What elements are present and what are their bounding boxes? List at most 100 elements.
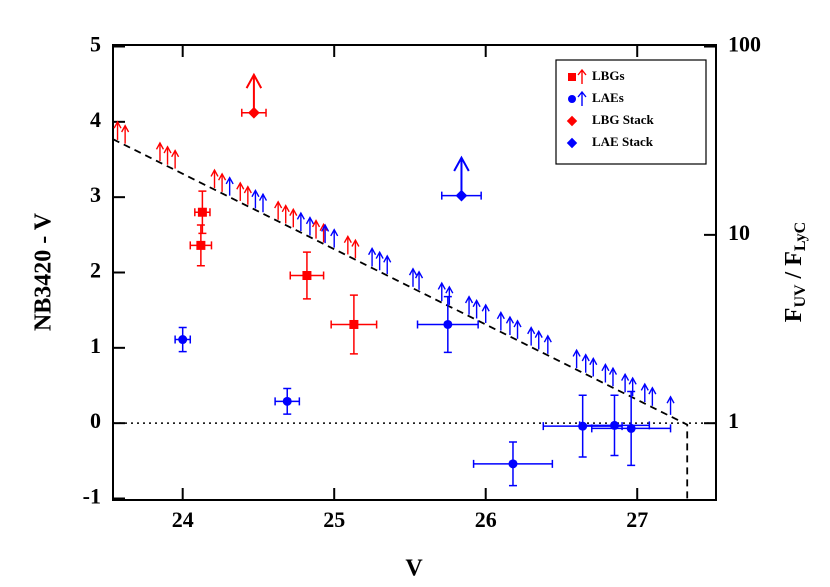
upper-limit-arrow-head (601, 363, 610, 372)
upper-limit-arrow-head (472, 298, 481, 308)
legend-label: LAEs (592, 90, 624, 105)
x-tick-label: 25 (323, 507, 345, 532)
upper-limit-arrow (601, 363, 610, 383)
marker (568, 95, 576, 103)
upper-limit-arrow-head (274, 200, 283, 209)
upper-limit-arrow (251, 189, 260, 209)
upper-limit-arrow-head (121, 124, 130, 133)
upper-limit-arrow (218, 172, 227, 192)
upper-limit-arrow-head (437, 281, 446, 290)
y2-label-part: F (781, 308, 807, 323)
upper-limit-arrow-head (171, 149, 180, 158)
upper-limit-arrow (437, 281, 446, 302)
upper-limit-arrow (628, 376, 637, 397)
upper-limit-arrow-head (319, 222, 328, 232)
legend-entry: LAE Stack (566, 134, 654, 149)
upper-limit-arrow (581, 353, 590, 373)
upper-limit-arrow-head (330, 228, 339, 237)
upper-limit-arrow (666, 395, 675, 415)
upper-limit-arrow (589, 357, 598, 377)
upper-limit-arrow-head (383, 254, 392, 263)
upper-limit-arrow-head (496, 311, 505, 320)
legend-arrow (577, 90, 587, 106)
y-tick-label: 0 (90, 408, 101, 433)
stack-limit-arrow-head (453, 155, 470, 172)
stack-limit-arrow (453, 155, 470, 196)
upper-limit-arrow-head (155, 141, 165, 150)
x-tick-label: 26 (475, 507, 497, 532)
upper-limit-arrow (464, 295, 474, 315)
marker (349, 319, 359, 329)
upper-limit-arrow (274, 200, 283, 220)
y2-tick-label: 10 (728, 220, 750, 245)
upper-limit-arrow-head (464, 295, 474, 304)
upper-limit-arrow-head (648, 386, 657, 395)
y-tick-label: 4 (90, 107, 101, 132)
stack-limit-arrow-head (245, 72, 263, 89)
upper-limit-arrow-head (408, 267, 418, 276)
upper-limit-arrow-head (621, 372, 630, 381)
upper-limit-arrow-head (281, 204, 290, 213)
marker (455, 189, 468, 202)
y2-label-part: / F (781, 251, 807, 284)
upper-limit-arrow (505, 315, 515, 336)
upper-limit-arrow-head (210, 168, 219, 177)
upper-limit-arrow-head (289, 207, 298, 216)
upper-limit-arrow-head (527, 326, 536, 335)
legend-arrow (577, 68, 587, 84)
upper-limit-arrow (305, 216, 315, 236)
y-tick-label: 5 (90, 32, 101, 57)
upper-limit-arrow-head (163, 145, 172, 154)
upper-limit-arrow (296, 211, 305, 232)
upper-limit-arrow (472, 298, 481, 319)
upper-limit-arrow-head (311, 219, 321, 228)
upper-limit-arrow-head (608, 366, 618, 375)
y-axis-label: NB3420 - V (31, 212, 57, 331)
y-tick-label: 1 (90, 333, 101, 358)
upper-limit-arrow (513, 319, 522, 339)
upper-limit-arrow-head (321, 223, 330, 232)
upper-limit-arrow (383, 254, 392, 275)
stack-limit-arrow (245, 72, 263, 113)
upper-limit-arrow-head (258, 192, 268, 201)
x-tick-label: 27 (626, 507, 648, 532)
marker (248, 106, 260, 119)
upper-limit-arrow (321, 223, 330, 244)
upper-limit-arrow-head (581, 353, 590, 362)
legend-label: LAE Stack (592, 134, 654, 149)
upper-limit-arrow (608, 366, 618, 387)
marker (508, 459, 518, 469)
upper-limit-arrow-head (113, 120, 122, 129)
upper-limit-arrow (289, 207, 298, 228)
upper-limit-arrow (367, 247, 377, 267)
marker (178, 335, 188, 345)
upper-limit-arrow (351, 238, 360, 259)
upper-limit-arrow (113, 120, 122, 140)
limit-line (112, 138, 689, 500)
upper-limit-arrow-head (296, 211, 305, 220)
upper-limit-arrow-head (305, 216, 315, 225)
upper-limit-arrow-head (513, 319, 522, 328)
upper-limit-arrow (155, 141, 165, 162)
upper-limit-arrow-head (481, 303, 490, 312)
y2-tick-label: 100 (728, 32, 761, 57)
upper-limit-arrow-head (343, 234, 352, 244)
upper-limit-arrow (171, 149, 180, 169)
upper-limit-arrow (236, 181, 245, 201)
upper-limit-arrow-head (589, 357, 598, 366)
legend-entry: LBGs (568, 68, 625, 84)
upper-limit-arrow-head (375, 250, 384, 259)
y-tick-label: 3 (90, 182, 101, 207)
upper-limit-arrow-head (414, 270, 424, 279)
upper-limit-arrow (648, 386, 657, 406)
upper-limit-arrow-head (572, 348, 581, 357)
marker (609, 420, 619, 430)
upper-limit-arrow (375, 250, 384, 271)
upper-limit-arrow-head (666, 395, 675, 404)
upper-limit-arrow-head (225, 176, 234, 185)
upper-limit-arrow (243, 185, 252, 205)
upper-limit-arrow-head (251, 189, 260, 198)
legend-entry: LBG Stack (566, 112, 655, 127)
upper-limit-arrow (543, 334, 552, 354)
